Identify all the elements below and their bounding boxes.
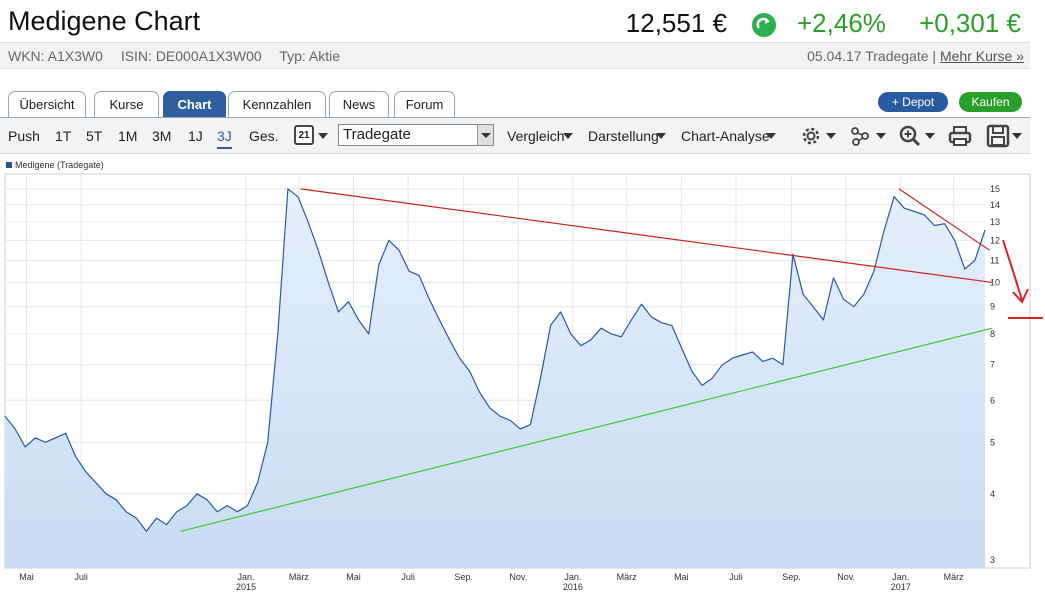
save-icon[interactable]	[985, 123, 1011, 149]
calendar-icon[interactable]: 21	[294, 125, 314, 145]
support-trendline	[180, 327, 993, 532]
y-tick-label: 8	[990, 329, 995, 339]
range-1m[interactable]: 1M	[118, 128, 138, 144]
x-tick-label: Jan.	[237, 572, 254, 582]
x-tick-label: Sep.	[782, 572, 801, 582]
x-tick-year: 2016	[563, 582, 583, 592]
y-tick-label: 3	[990, 555, 995, 565]
tab-news[interactable]: News	[329, 91, 389, 118]
add-to-depot-button[interactable]: + Depot	[878, 92, 948, 112]
x-tick-label: Nov.	[509, 572, 527, 582]
display-menu[interactable]: Darstellung	[588, 128, 659, 144]
price-area	[5, 188, 985, 568]
display-menu-caret[interactable]	[656, 133, 666, 139]
range-3j[interactable]: 3J	[217, 128, 232, 149]
change-absolute: +0,301 €	[919, 8, 1021, 38]
tab-divider	[0, 117, 1030, 118]
x-tick-label: Juli	[401, 572, 415, 582]
resistance-trendline	[300, 188, 993, 284]
y-tick-label: 14	[990, 200, 1000, 210]
exchange-select-value: Tradegate	[343, 126, 411, 143]
x-tick-label: Juli	[729, 572, 743, 582]
range-3m[interactable]: 3M	[152, 128, 172, 144]
x-tick-year: 2015	[236, 582, 256, 592]
title-row: Medigene Chart 12,551 € +2,46% +0,301 €	[0, 0, 1045, 42]
annotation-arrow-shaft	[1002, 239, 1023, 301]
save-caret[interactable]	[1012, 133, 1022, 139]
x-tick-label: Juli	[74, 572, 88, 582]
indicators-caret[interactable]	[876, 133, 886, 139]
isin-label: ISIN: DE000A1X3W00	[120, 48, 262, 64]
tab-overview[interactable]: Übersicht	[8, 91, 86, 118]
x-tick-label: Sep.	[454, 572, 473, 582]
y-tick-label: 11	[990, 255, 999, 265]
range-1j[interactable]: 1J	[188, 128, 203, 144]
legend-swatch	[6, 162, 12, 168]
chart-toolbar: Push 1T 5T 1M 3M 1J 3J Ges. 21 Tradegate…	[0, 118, 1030, 154]
x-tick-label: März	[944, 572, 964, 582]
indicators-icon[interactable]	[848, 123, 874, 149]
up-arrow-circle-icon	[752, 13, 776, 37]
zoom-caret[interactable]	[925, 133, 935, 139]
tab-prices[interactable]: Kurse	[94, 91, 159, 118]
resistance-trendline	[898, 188, 990, 251]
tab-key-figures[interactable]: Kennzahlen	[228, 91, 326, 118]
x-tick-label: März	[617, 572, 637, 582]
quote-date-exchange: 05.04.17 Tradegate |	[807, 48, 937, 64]
x-tick-label: März	[289, 572, 309, 582]
security-info-bar: WKN: A1X3W0 ISIN: DE000A1X3W00 Typ: Akti…	[0, 42, 1030, 69]
change-percent: +2,46%	[797, 8, 886, 38]
x-tick-label: Mai	[346, 572, 361, 582]
legend-label: Medigene (Tradegate)	[15, 160, 104, 170]
y-tick-label: 15	[990, 184, 1000, 194]
chart-analysis-menu[interactable]: Chart-Analyse	[681, 128, 770, 144]
settings-caret[interactable]	[826, 133, 836, 139]
type-label: Typ: Aktie	[279, 48, 341, 64]
compare-menu-caret[interactable]	[563, 133, 573, 139]
wkn-label: WKN: A1X3W0	[8, 48, 103, 64]
exchange-select[interactable]: Tradegate	[338, 124, 494, 146]
price-line	[4, 188, 986, 532]
tab-forum[interactable]: Forum	[394, 91, 455, 118]
range-all[interactable]: Ges.	[249, 128, 279, 144]
settings-icon[interactable]	[799, 123, 825, 149]
page-title: Medigene Chart	[8, 6, 201, 36]
chart-analysis-menu-caret[interactable]	[766, 133, 776, 139]
x-tick-label: Jan.	[564, 572, 581, 582]
range-1t[interactable]: 1T	[55, 128, 72, 144]
print-icon[interactable]	[947, 123, 973, 149]
more-prices-link[interactable]: Mehr Kurse »	[939, 48, 1024, 64]
y-tick-label: 12	[990, 235, 1000, 245]
buy-button[interactable]: Kaufen	[959, 92, 1022, 112]
y-tick-label: 7	[990, 360, 995, 370]
x-tick-label: Mai	[19, 572, 34, 582]
x-tick-year: 2017	[891, 582, 911, 592]
calendar-dropdown-caret[interactable]	[318, 133, 328, 139]
y-tick-label: 5	[990, 437, 995, 447]
annotation-arrow-head	[1012, 288, 1029, 304]
zoom-icon[interactable]	[897, 123, 923, 149]
exchange-select-arrow[interactable]	[477, 125, 493, 145]
y-tick-label: 13	[990, 217, 1000, 227]
x-tick-label: Nov.	[837, 572, 855, 582]
compare-menu[interactable]: Vergleich	[507, 128, 565, 144]
last-price: 12,551 €	[625, 8, 727, 38]
y-tick-label: 10	[990, 277, 1000, 287]
x-tick-label: Jan.	[892, 572, 909, 582]
chart-legend: Medigene (Tradegate)	[6, 160, 104, 170]
y-tick-label: 6	[990, 395, 995, 405]
range-push[interactable]: Push	[8, 128, 40, 144]
y-tick-label: 4	[990, 489, 995, 499]
tab-chart[interactable]: Chart	[163, 91, 226, 118]
x-tick-label: Mai	[674, 572, 689, 582]
range-5t[interactable]: 5T	[86, 128, 103, 144]
y-tick-label: 9	[990, 302, 995, 312]
